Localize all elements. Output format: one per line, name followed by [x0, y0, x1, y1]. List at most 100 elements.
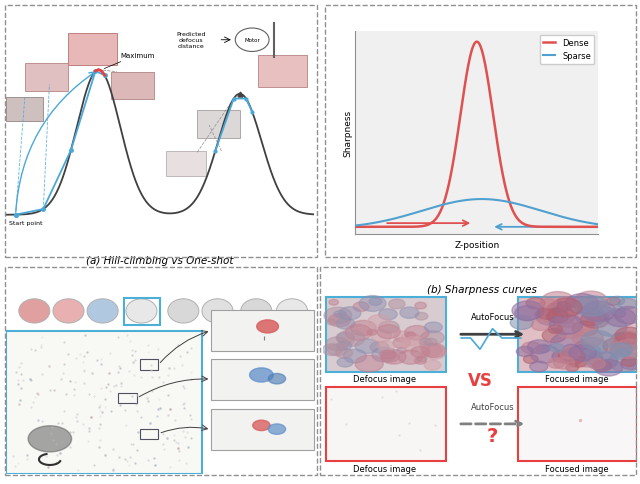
Circle shape [560, 347, 580, 359]
Circle shape [516, 347, 533, 357]
Circle shape [536, 310, 563, 325]
Circle shape [393, 338, 410, 348]
Text: Motor: Motor [244, 38, 260, 43]
Circle shape [397, 348, 406, 353]
Circle shape [610, 332, 640, 352]
Circle shape [380, 350, 395, 359]
Circle shape [530, 362, 548, 372]
Dense [514, 217, 522, 223]
Circle shape [549, 344, 564, 352]
Text: Focused image: Focused image [545, 374, 609, 383]
Circle shape [552, 350, 572, 363]
Circle shape [537, 308, 557, 320]
FancyBboxPatch shape [6, 98, 44, 121]
Circle shape [355, 339, 380, 353]
Circle shape [614, 307, 640, 324]
Sparse [514, 202, 522, 208]
Text: VS: VS [468, 371, 492, 389]
Text: AutoFocus: AutoFocus [471, 402, 515, 411]
FancyBboxPatch shape [326, 387, 445, 461]
Ellipse shape [87, 299, 118, 323]
Circle shape [536, 345, 550, 353]
Circle shape [610, 297, 625, 305]
Circle shape [618, 299, 637, 309]
Circle shape [422, 346, 446, 360]
Dense [461, 81, 469, 87]
Circle shape [337, 330, 365, 347]
Circle shape [328, 314, 351, 327]
Circle shape [377, 325, 400, 339]
Circle shape [612, 310, 626, 318]
FancyBboxPatch shape [197, 111, 240, 138]
Circle shape [367, 330, 377, 335]
FancyBboxPatch shape [166, 151, 206, 177]
Circle shape [593, 361, 612, 372]
Circle shape [572, 329, 604, 348]
Circle shape [345, 325, 372, 341]
Ellipse shape [168, 299, 199, 323]
Circle shape [400, 333, 421, 346]
Circle shape [527, 340, 551, 354]
Y-axis label: Sharpness: Sharpness [344, 109, 353, 157]
Circle shape [339, 307, 361, 320]
Circle shape [422, 344, 446, 358]
Circle shape [400, 307, 419, 318]
Circle shape [614, 340, 640, 359]
Sparse [394, 215, 402, 221]
Circle shape [415, 313, 428, 320]
Circle shape [324, 307, 352, 324]
Circle shape [371, 330, 392, 343]
Circle shape [524, 355, 538, 364]
Ellipse shape [202, 299, 233, 323]
Circle shape [378, 341, 395, 351]
Circle shape [512, 302, 544, 320]
Circle shape [372, 348, 396, 362]
Circle shape [388, 300, 405, 309]
FancyBboxPatch shape [259, 56, 307, 88]
Circle shape [404, 326, 429, 340]
Circle shape [594, 306, 612, 317]
Legend: Dense, Sparse: Dense, Sparse [540, 36, 594, 64]
Ellipse shape [241, 299, 272, 323]
Circle shape [510, 316, 533, 330]
Circle shape [411, 347, 429, 358]
Text: Maximum: Maximum [104, 53, 154, 69]
FancyBboxPatch shape [518, 387, 637, 461]
Circle shape [612, 307, 625, 315]
Dense [473, 40, 481, 45]
Circle shape [323, 344, 342, 356]
Circle shape [610, 343, 633, 357]
Circle shape [424, 322, 442, 333]
Text: (b) Sharpness curves: (b) Sharpness curves [427, 284, 536, 294]
Circle shape [579, 345, 600, 357]
Circle shape [424, 361, 441, 370]
Text: AutoFocus: AutoFocus [471, 313, 515, 322]
Ellipse shape [276, 299, 307, 323]
Circle shape [334, 311, 346, 318]
Circle shape [620, 358, 640, 370]
Circle shape [557, 323, 584, 339]
Circle shape [582, 302, 616, 322]
Circle shape [326, 337, 349, 350]
Circle shape [554, 357, 575, 369]
Dense [595, 225, 602, 230]
Circle shape [569, 345, 596, 361]
Circle shape [575, 296, 609, 317]
Text: ?: ? [487, 426, 498, 445]
Circle shape [535, 308, 560, 323]
Circle shape [419, 343, 430, 349]
X-axis label: Z-position: Z-position [454, 240, 499, 249]
Circle shape [542, 329, 566, 343]
Text: Defocus image: Defocus image [353, 374, 416, 383]
Sparse [495, 198, 503, 204]
Circle shape [575, 338, 608, 357]
Circle shape [515, 306, 540, 321]
Circle shape [548, 308, 575, 324]
Text: Start point: Start point [10, 221, 43, 226]
FancyBboxPatch shape [6, 331, 202, 474]
Circle shape [572, 321, 598, 337]
Sparse [535, 208, 543, 213]
Circle shape [344, 339, 355, 345]
Sparse [461, 198, 469, 204]
Circle shape [337, 358, 353, 367]
